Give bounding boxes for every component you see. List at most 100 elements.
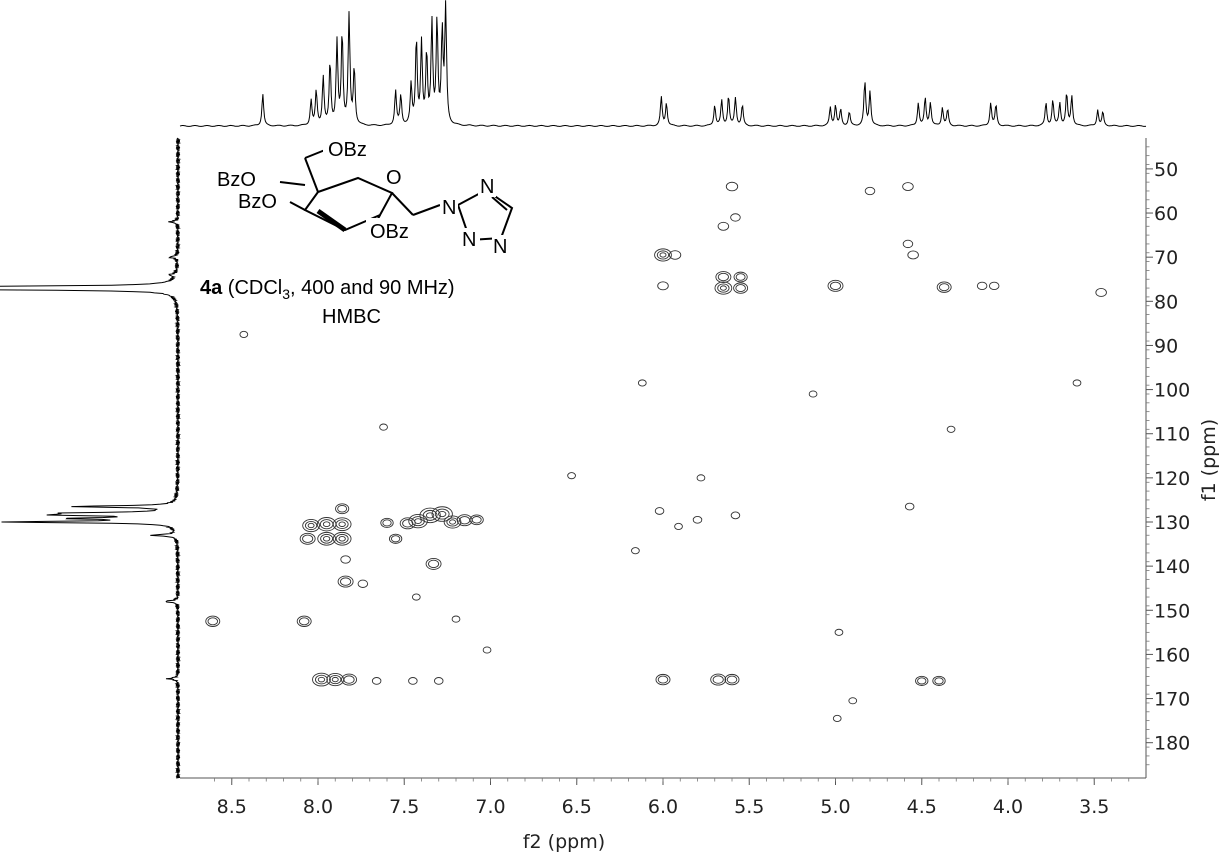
ch2-n-bond: [412, 204, 441, 216]
cross-peak: [408, 677, 418, 685]
cross-peak: [379, 423, 388, 431]
cross-peak: [239, 330, 249, 338]
x-tick-label: 4.5: [907, 796, 937, 818]
cross-peak: [988, 281, 1000, 291]
cross-peak: [657, 281, 669, 291]
cross-peak: [451, 615, 461, 623]
x-tick-label: 6.5: [562, 796, 592, 818]
cross-peak: [946, 425, 956, 433]
cross-peak: [692, 515, 703, 524]
cross-peak: [335, 503, 350, 515]
cross-peak: [637, 379, 647, 387]
cross-peak: [907, 250, 919, 260]
cross-peak: [312, 672, 331, 687]
x-tick-label: 7.5: [389, 796, 419, 818]
y-tick-label: 50: [1154, 159, 1178, 181]
y-tick-label: 170: [1154, 689, 1190, 711]
structure-label-ring-o: O: [386, 167, 402, 189]
y-tick-label: 90: [1154, 335, 1178, 357]
x-tick-label: 7.0: [475, 796, 505, 818]
molecular-structure-labels: OBz BzO BzO OBz O N N N N: [215, 136, 510, 258]
y-axis: 50 60 70 80 90 100 110 120 130 140 150 160 170 180: [1146, 146, 1190, 766]
cross-peak: [668, 250, 682, 260]
compound-id: 4a: [200, 277, 223, 299]
proton-spectrum-trace: [179, 0, 1147, 127]
y-tick-label: 110: [1154, 424, 1190, 446]
carbon-projection-spectrum: [0, 137, 182, 779]
cross-peak: [411, 593, 421, 601]
x-tick-label: 3.5: [1079, 796, 1109, 818]
c3-o-bond: [289, 201, 306, 211]
cross-peak: [654, 248, 672, 262]
structure-label-n1: N: [442, 197, 456, 219]
y-axis-title: f1 (ppm): [1198, 419, 1220, 501]
y-tick-label: 150: [1154, 600, 1190, 622]
cross-peak: [1095, 288, 1107, 297]
cross-peak: [482, 646, 492, 654]
cross-peak: [631, 547, 640, 555]
cross-peak: [827, 279, 844, 292]
cross-peak: [337, 575, 354, 588]
cross-peak: [717, 221, 730, 231]
c6-bond: [304, 157, 319, 193]
cross-peak: [915, 675, 929, 686]
cross-peak: [932, 675, 946, 686]
y-tick-label: 120: [1154, 468, 1190, 490]
cross-peak: [431, 506, 453, 522]
compound-annotation: 4a (CDCl3, 400 and 90 MHz): [200, 277, 455, 302]
cross-peak: [567, 472, 576, 480]
structure-label-n4: N: [493, 236, 507, 258]
cross-peak: [730, 511, 741, 520]
cross-peak: [864, 186, 876, 196]
c4-o-bond: [279, 181, 306, 186]
structure-label-bzo-1: BzO: [217, 169, 256, 191]
cross-peak: [399, 517, 416, 530]
c6-o-bond: [304, 149, 326, 159]
cross-peak: [443, 515, 462, 529]
cross-peak: [380, 517, 394, 528]
y-tick-label: 140: [1154, 556, 1190, 578]
conditions-suffix: , 400 and 90 MHz): [290, 277, 455, 299]
cross-peak: [936, 281, 952, 293]
x-tick-label: 8.5: [217, 796, 247, 818]
cross-peak: [299, 532, 316, 545]
cross-peak: [902, 182, 914, 192]
x-axis: 8.5 8.0 7.5 7.0 6.5 6.0 5.5 5.0 4.5 4.0 3.5: [214, 778, 1130, 818]
y-tick-label: 130: [1154, 512, 1190, 534]
cross-peak: [302, 518, 320, 533]
cross-peak: [904, 502, 915, 511]
cross-peak: [434, 677, 444, 685]
cross-peak: [425, 557, 442, 570]
cross-peak: [655, 673, 671, 686]
structure-label-obz-bottom: OBz: [370, 221, 409, 243]
cross-peak: [848, 697, 858, 705]
structure-label-n3: N: [462, 229, 476, 251]
cross-peak: [902, 239, 914, 249]
tetrazole-double-bond: [491, 196, 508, 211]
cross-peak: [725, 181, 739, 192]
ring-wedge-bond: [316, 208, 347, 233]
cross-peak: [317, 531, 336, 546]
cross-peak: [296, 615, 312, 627]
cross-peak: [724, 673, 740, 686]
structure-label-bzo-2: BzO: [238, 191, 277, 213]
cross-peak: [419, 507, 441, 524]
y-tick-label: 70: [1154, 247, 1178, 269]
x-tick-label: 5.0: [820, 796, 850, 818]
conditions-subscript: 3: [282, 286, 290, 302]
cross-peak: [832, 714, 842, 722]
carbon-spectrum-trace: [0, 137, 182, 779]
x-axis-title: f2 (ppm): [523, 831, 605, 853]
c1-ch2-bond: [391, 192, 414, 216]
y-tick-label: 60: [1154, 203, 1178, 225]
cross-peak: [654, 507, 665, 515]
cross-peak: [332, 531, 352, 546]
cross-peak: [340, 555, 351, 564]
structure-label-n2: N: [480, 176, 494, 198]
cross-peak: [205, 615, 221, 627]
cross-peak: [808, 390, 818, 398]
cross-peak: [1072, 379, 1082, 387]
y-tick-label: 100: [1154, 380, 1190, 402]
y-tick-label: 180: [1154, 733, 1190, 755]
